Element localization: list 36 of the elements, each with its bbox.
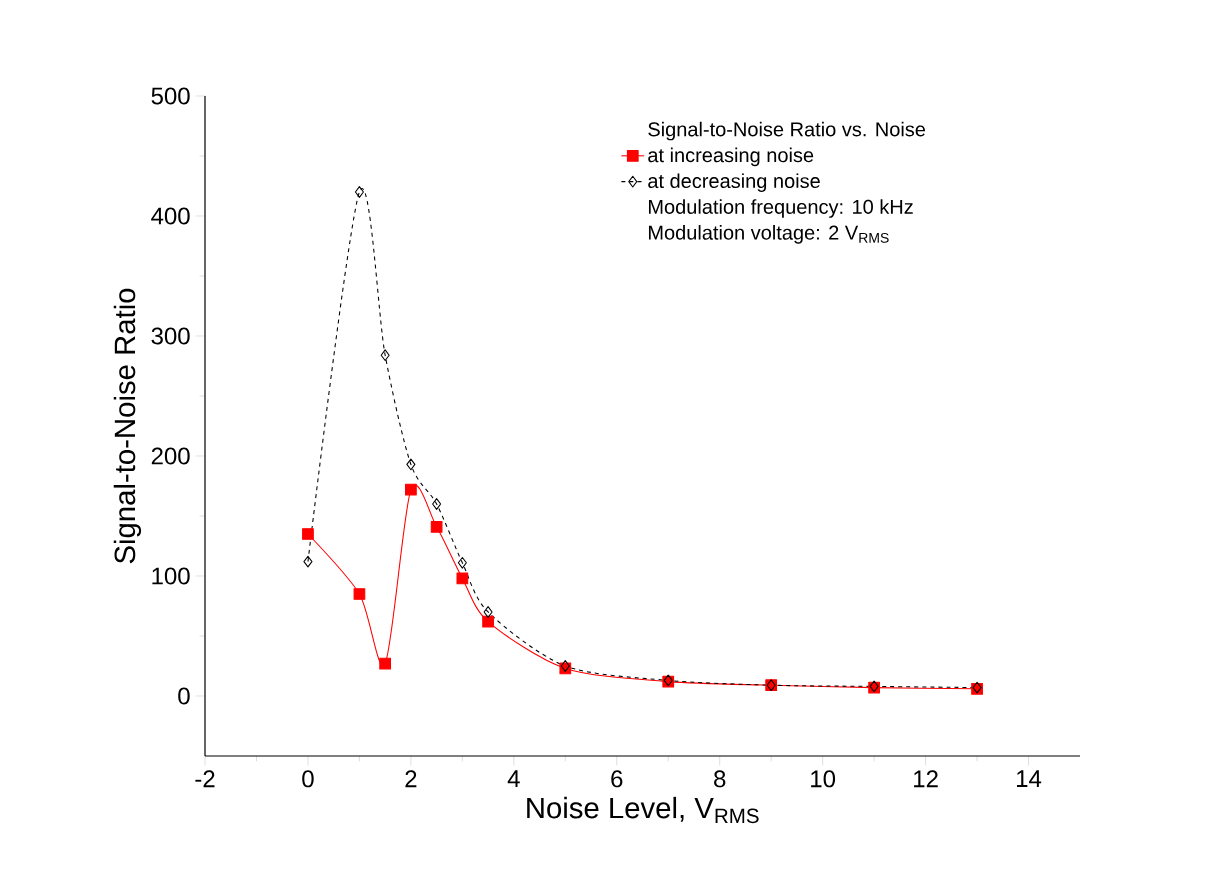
point [483, 606, 493, 618]
annotation: Modulation voltage: 2 V$_{RMS}$ [648, 225, 889, 244]
legend-label: at decreasing noise [648, 173, 820, 193]
legend-title: Signal-to-Noise Ratio vs. Noise [648, 121, 926, 141]
annotation: Modulation frequency: 10 kHz [648, 199, 913, 218]
y-tick-label: 400 [151, 207, 190, 225]
point [353, 588, 366, 600]
point [406, 458, 416, 471]
point [303, 555, 313, 568]
point [354, 186, 364, 198]
x-tick-label: 2 [405, 770, 417, 788]
legend-label: at increasing noise [648, 147, 814, 167]
y-tick-label: 500 [151, 87, 190, 105]
x-axis-title: Noise Level, V$_{RMS}$ [527, 796, 759, 824]
point [380, 349, 390, 362]
point [457, 556, 467, 569]
x-tick-label: 4 [507, 770, 520, 787]
point [482, 615, 494, 628]
point [456, 572, 469, 585]
x-tick-label: 12 [914, 770, 938, 788]
y-tick-label: 0 [178, 687, 190, 705]
x-tick-label: 8 [714, 770, 726, 788]
y-tick-label: 100 [152, 567, 190, 585]
x-tick-label: 14 [1017, 770, 1042, 787]
point [405, 483, 417, 496]
x-tick-label: -2 [195, 770, 215, 788]
x-tick-label: 6 [611, 770, 623, 788]
point [379, 657, 392, 670]
y-tick-label: 200 [151, 447, 190, 465]
point [430, 520, 443, 533]
point [432, 498, 442, 510]
y-tick-label: 300 [151, 327, 190, 345]
x-tick-label: 10 [811, 770, 836, 788]
x-tick-label: 0 [302, 770, 314, 788]
point [302, 528, 314, 540]
y-axis-title: Signal-to-Noise Ratio [113, 288, 142, 564]
